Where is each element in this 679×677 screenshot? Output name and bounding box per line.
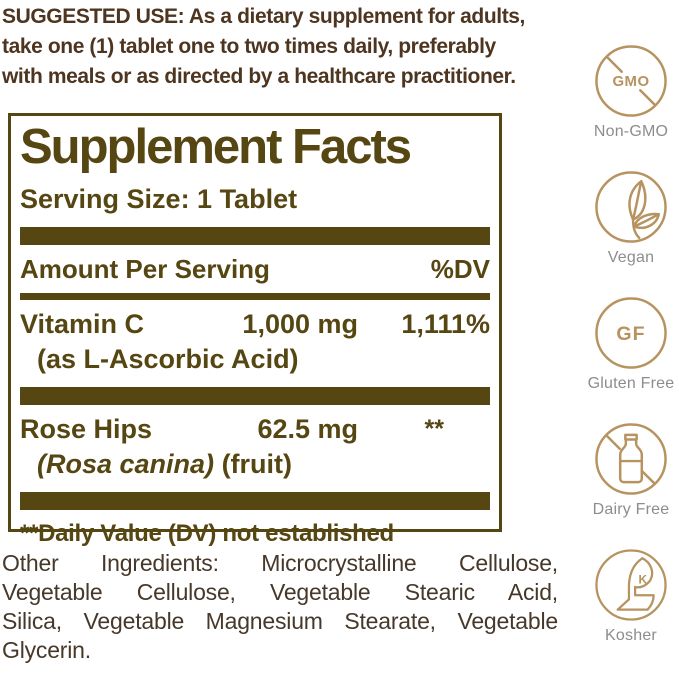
nutrient-dv: 1,111% bbox=[401, 309, 490, 339]
nutrient-part: (fruit) bbox=[221, 449, 293, 479]
other-ingredients-line: Vegetable Cellulose, Vegetable Stearic A… bbox=[2, 579, 558, 605]
badge-kosher: K Kosher bbox=[585, 548, 677, 674]
kosher-icon-text: K bbox=[639, 572, 648, 586]
thick-divider bbox=[20, 492, 490, 510]
nutrient-latin-name: (Rosa canina) bbox=[37, 449, 215, 479]
badge-dairy-free: Dairy Free bbox=[585, 422, 677, 548]
other-ingredients-text: Other Ingredients: Microcrystalline Cell… bbox=[2, 549, 558, 665]
supplement-facts-panel: Supplement Facts Serving Size: 1 Tablet … bbox=[8, 113, 502, 547]
other-ingredients-line: Glycerin. bbox=[2, 637, 91, 663]
badge-label: Dairy Free bbox=[592, 501, 670, 518]
suggested-use-text: SUGGESTED USE: As a dietary supplement f… bbox=[2, 2, 612, 92]
nutrient-row-vitamin-c: Vitamin C 1,000 mg 1,111% bbox=[20, 308, 490, 340]
thick-divider bbox=[20, 387, 490, 405]
non-gmo-icon: GMO bbox=[595, 45, 667, 117]
suggested-use-line: SUGGESTED USE: As a dietary supplement f… bbox=[2, 5, 525, 28]
badge-label: Non-GMO bbox=[593, 123, 669, 140]
daily-value-footnote: **Daily Value (DV) not established bbox=[20, 520, 394, 547]
badge-list: GMO Non-GMO Vegan GF Gluten Free bbox=[585, 44, 677, 674]
nutrient-detail: (Rosa canina) (fruit) bbox=[20, 448, 490, 480]
badge-label: Vegan bbox=[607, 249, 655, 266]
thin-divider bbox=[20, 293, 490, 300]
badge-vegan: Vegan bbox=[585, 170, 677, 296]
nutrient-amount: 62.5 mg bbox=[257, 414, 358, 444]
badge-gluten-free: GF Gluten Free bbox=[585, 296, 677, 422]
column-header-row: Amount Per Serving %DV bbox=[20, 245, 490, 293]
vegan-leaves-icon bbox=[595, 171, 667, 243]
thick-divider bbox=[20, 227, 490, 245]
gf-icon-text: GF bbox=[616, 323, 645, 345]
column-header-dv: %DV bbox=[430, 254, 490, 284]
suggested-use-line: with meals or as directed by a healthcar… bbox=[2, 65, 516, 88]
other-ingredients-line: Other Ingredients: Microcrystalline Cell… bbox=[2, 550, 558, 576]
nutrient-row-rose-hips: Rose Hips 62.5 mg ** bbox=[20, 413, 490, 445]
nutrient-detail: (as L-Ascorbic Acid) bbox=[37, 344, 299, 374]
serving-size: Serving Size: 1 Tablet bbox=[20, 184, 298, 214]
other-ingredients-line: Silica, Vegetable Magnesium Stearate, Ve… bbox=[2, 608, 558, 634]
badge-label: Kosher bbox=[605, 627, 657, 644]
supplement-facts-title: Supplement Facts bbox=[20, 120, 412, 174]
badge-label: Gluten Free bbox=[587, 375, 675, 392]
suggested-use-line: take one (1) tablet one to two times dai… bbox=[2, 35, 496, 58]
gluten-free-icon: GF bbox=[595, 297, 667, 369]
nutrient-name: Rose Hips bbox=[20, 414, 153, 444]
nutrient-name: Vitamin C bbox=[20, 309, 145, 339]
kosher-scroll-icon: K bbox=[595, 549, 667, 621]
dairy-free-bottle-icon bbox=[595, 423, 667, 495]
gmo-icon-text: GMO bbox=[612, 74, 649, 90]
badge-non-gmo: GMO Non-GMO bbox=[585, 44, 677, 170]
nutrient-amount: 1,000 mg bbox=[242, 309, 358, 339]
column-header-amount: Amount Per Serving bbox=[20, 254, 270, 284]
nutrient-dv: ** bbox=[424, 415, 444, 443]
